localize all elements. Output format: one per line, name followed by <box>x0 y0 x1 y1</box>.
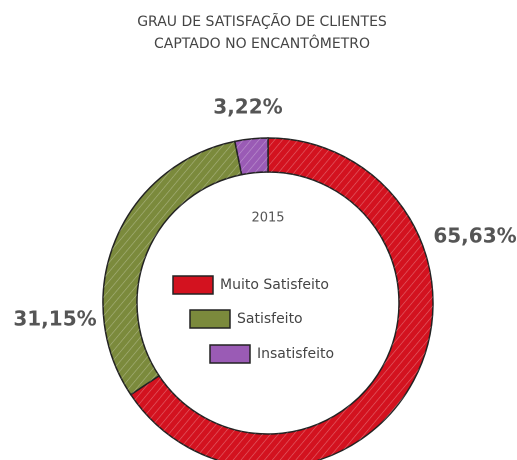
segment-hatch <box>130 138 433 460</box>
legend-swatch <box>189 309 231 329</box>
chart-title: CAPTADO NO ENCANTÔMETRO <box>154 34 370 52</box>
value-label: 31,15% <box>13 307 96 331</box>
segment-hatch <box>234 138 268 175</box>
legend-label: Insatisfeito <box>257 346 334 362</box>
legend-swatch <box>172 275 214 295</box>
legend-swatch <box>209 344 251 364</box>
legend-label: Muito Satisfeito <box>220 277 329 293</box>
center-label: 2015 <box>251 211 284 226</box>
value-label: 3,22% <box>213 95 282 119</box>
legend-label: Satisfeito <box>237 311 303 327</box>
segment-hatch <box>102 141 242 395</box>
value-label: 65,63% <box>433 224 516 248</box>
chart-title: GRAU DE SATISFAÇÃO DE CLIENTES <box>137 13 387 30</box>
